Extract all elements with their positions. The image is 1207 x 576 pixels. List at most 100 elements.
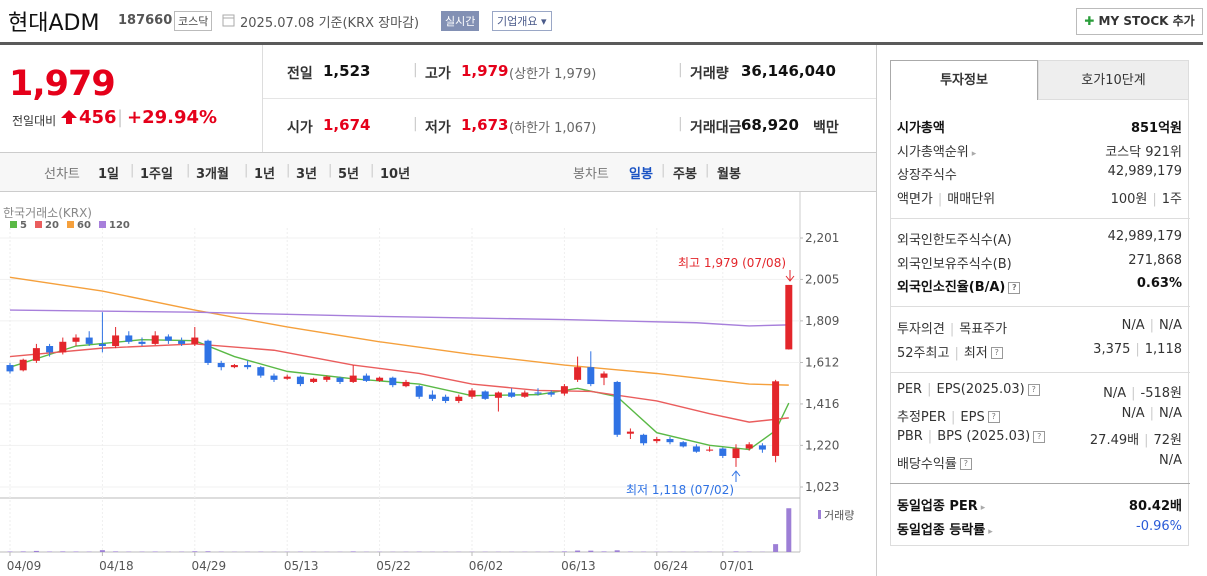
label-part: 외국인보유주식수(B): [897, 256, 1012, 272]
x-tick-label: 07/01: [720, 559, 755, 573]
info-row: 시가총액 851억원: [897, 117, 1182, 136]
separator: |: [954, 345, 959, 361]
info-label: 외국인보유주식수(B): [897, 253, 1012, 272]
help-icon: ?: [987, 411, 1000, 423]
label-part: EPS(2025.03): [936, 382, 1025, 397]
value-part: N/A: [1159, 318, 1182, 333]
company-info[interactable]: 기업개요 ▾: [492, 11, 552, 31]
value-part: 1주: [1161, 191, 1182, 207]
volume-legend-swatch: [818, 510, 821, 519]
x-tick-label: 06/13: [561, 559, 596, 573]
info-value: 80.42배: [1129, 495, 1182, 514]
value-part: N/A: [1121, 405, 1145, 421]
label-part: 시가총액순위: [897, 144, 969, 160]
high-arrow: [785, 270, 795, 282]
info-value: 851억원: [1131, 117, 1182, 136]
value-part: 271,868: [1128, 252, 1182, 268]
period-tab[interactable]: 1일: [98, 167, 120, 182]
info-row: 외국인한도주식수(A) 42,989,179: [897, 229, 1182, 248]
help-icon: ?: [1008, 281, 1021, 294]
period-tab[interactable]: 5년: [338, 167, 360, 182]
period-tab[interactable]: 1주일: [140, 167, 173, 182]
candle-body: [785, 284, 793, 350]
y-tick-label: 1,809: [805, 314, 839, 328]
label-part: 투자의견: [897, 322, 945, 337]
volume-bar: [601, 551, 607, 552]
separator: |: [370, 163, 375, 178]
period-tab[interactable]: 3개월: [196, 167, 229, 182]
divider: [876, 45, 877, 576]
divider: [890, 218, 1190, 219]
candle-body: [217, 362, 225, 368]
candle-body: [402, 381, 410, 387]
candle-tab[interactable]: 월봉: [717, 167, 741, 182]
candle-tab[interactable]: 주봉: [673, 167, 697, 182]
divider: [262, 45, 263, 152]
volume-bar: [786, 508, 792, 552]
candle-body: [85, 337, 93, 344]
candle-body: [270, 375, 278, 380]
period-tab[interactable]: 10년: [380, 167, 411, 182]
label-part: 동일업종 등락률: [897, 522, 986, 538]
candle-body: [112, 335, 120, 347]
legend-label: 120: [109, 220, 130, 231]
value-part: 코스닥 921위: [1105, 144, 1182, 160]
stat-label: 거래대금: [690, 120, 742, 136]
separator: |: [1135, 341, 1140, 357]
info-row: 투자의견 | 목표주가 N/A | N/A: [897, 318, 1182, 337]
info-label: 52주최고 | 최저?: [897, 342, 1003, 361]
info-label: PER | EPS(2025.03)?: [897, 382, 1040, 401]
info-label: PBR | BPS (2025.03)?: [897, 429, 1046, 448]
candle-body: [336, 377, 344, 382]
info-label: 추정PER | EPS?: [897, 406, 1000, 425]
period-tab[interactable]: 3년: [296, 167, 318, 182]
candle-body: [204, 340, 212, 363]
value-part: N/A: [1121, 318, 1145, 333]
stat-value: 1,979: [461, 62, 509, 80]
candle-body: [455, 396, 463, 401]
candle-body: [125, 335, 133, 342]
y-tick-label: 2,005: [805, 272, 839, 286]
mystock-label: MY STOCK 추가: [1098, 14, 1195, 28]
y-tick-label: 1,023: [805, 480, 839, 494]
ma-line: [9, 276, 789, 386]
info-row: 52주최고 | 최저? 3,375 | 1,118: [897, 342, 1182, 361]
candle-tab[interactable]: 일봉: [629, 167, 653, 182]
candle-body: [178, 340, 186, 344]
candle-body: [560, 386, 568, 394]
period-tab[interactable]: 1년: [254, 167, 276, 182]
separator: |: [117, 107, 124, 128]
quote-tab[interactable]: 호가10단계: [1038, 60, 1189, 100]
separator: |: [286, 163, 291, 178]
calendar-icon: [222, 14, 235, 27]
value-part: N/A: [1103, 386, 1127, 401]
volume-bar: [205, 551, 211, 552]
label-part: 매매단위: [947, 191, 996, 207]
candle-body: [46, 346, 54, 353]
info-row: 외국인보유주식수(B) 271,868: [897, 253, 1182, 272]
up-arrow: [61, 110, 77, 124]
x-tick-label: 04/18: [99, 559, 134, 573]
candle-body: [547, 392, 555, 395]
info-value: 42,989,179: [1108, 164, 1182, 183]
mystock-button[interactable]: ✚ MY STOCK 추가: [1076, 8, 1203, 35]
info-value: 코스닥 921위: [1105, 141, 1182, 160]
header-bar: [0, 42, 1203, 45]
stat-label: 거래량: [690, 66, 729, 82]
separator: |: [937, 191, 943, 207]
value-part: 80.42배: [1128, 499, 1182, 514]
separator: |: [1149, 405, 1154, 421]
candle-body: [19, 359, 27, 371]
candle-body: [758, 445, 766, 450]
stat-value: 1,523: [323, 62, 371, 80]
info-row: 추정PER | EPS? N/A | N/A: [897, 406, 1182, 425]
candle-body: [310, 378, 318, 382]
invest-tab[interactable]: 투자정보: [890, 60, 1038, 100]
legend-swatch: [35, 221, 42, 228]
candle-body: [376, 377, 384, 381]
info-row: 시가총액순위 ▸ 코스닥 921위: [897, 141, 1182, 160]
candle-body: [494, 392, 502, 398]
separator: |: [949, 322, 955, 337]
volume-bar: [350, 551, 356, 552]
label-part: PBR: [897, 429, 923, 444]
